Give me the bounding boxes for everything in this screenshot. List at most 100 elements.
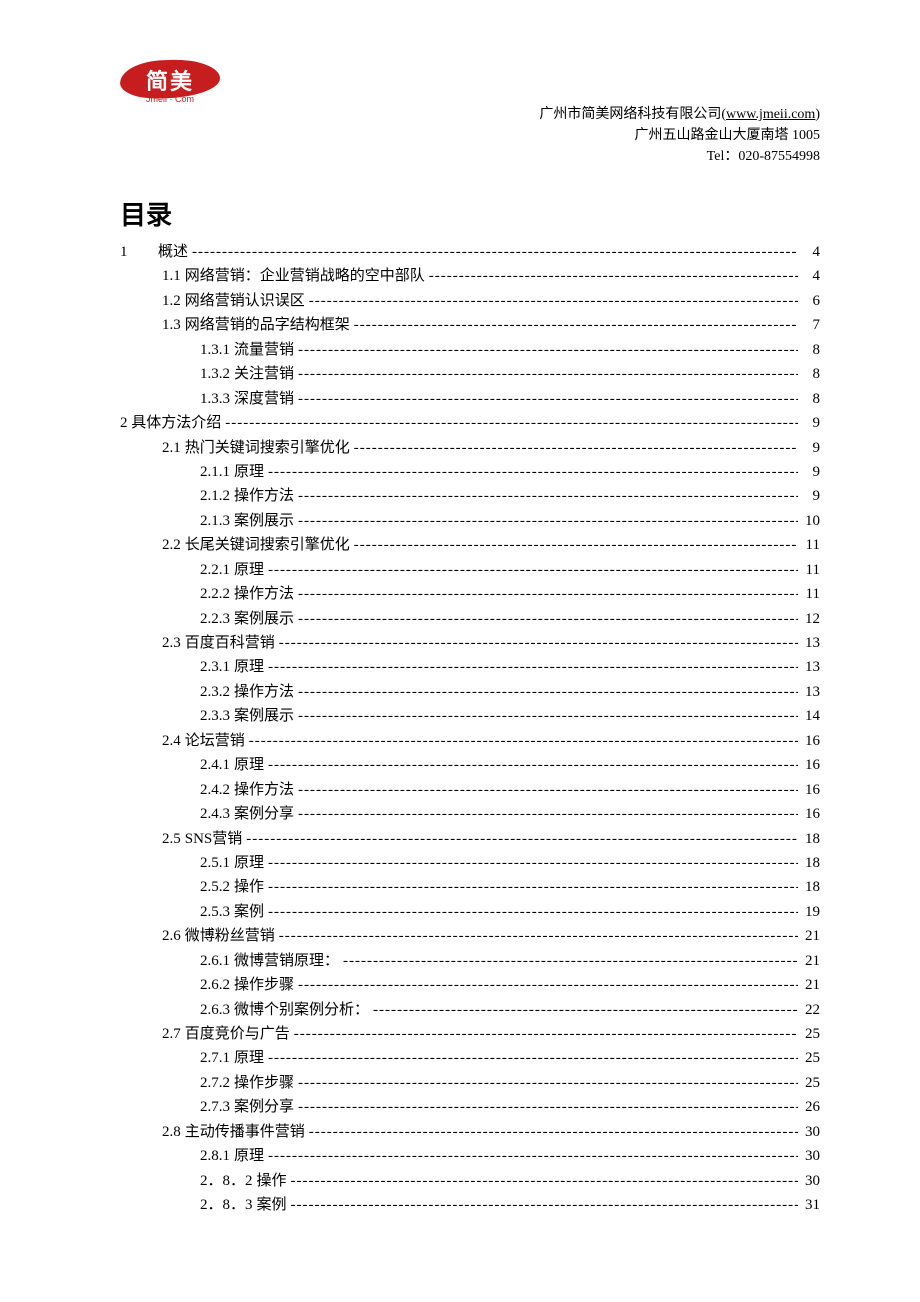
- toc-leader-dots: [249, 729, 798, 753]
- toc-entry-label: 操作方法: [234, 484, 294, 508]
- toc-entry-number: 1.3.3: [200, 387, 230, 411]
- toc-leader-dots: [279, 631, 798, 655]
- toc-entry-label: 案例分享: [234, 802, 294, 826]
- toc-entry[interactable]: 2 具体方法介绍9: [120, 411, 820, 435]
- toc-entry-number: 2.4: [162, 729, 181, 753]
- toc-entry-number: 2.8.1: [200, 1144, 230, 1168]
- toc-leader-dots: [298, 362, 798, 386]
- toc-leader-dots: [373, 998, 798, 1022]
- toc-entry[interactable]: 2.6.2操作步骤21: [120, 973, 820, 997]
- table-of-contents: 1概述41.1网络营销：企业营销战略的空中部队41.2网络营销认识误区61.3网…: [120, 240, 820, 1218]
- toc-entry[interactable]: 2.4.2操作方法16: [120, 778, 820, 802]
- toc-entry-label: 案例: [257, 1193, 287, 1217]
- toc-entry[interactable]: 2.6微博粉丝营销21: [120, 924, 820, 948]
- toc-entry[interactable]: 2.6.1微博营销原理： 21: [120, 949, 820, 973]
- toc-entry-page: 16: [802, 729, 820, 753]
- toc-entry-label: 论坛营销: [185, 729, 245, 753]
- company-url[interactable]: www.jmeii.com: [726, 107, 815, 122]
- toc-entry[interactable]: 2.5.1原理18: [120, 851, 820, 875]
- toc-entry-label: 微博营销原理：: [234, 949, 339, 973]
- toc-leader-dots: [294, 1022, 798, 1046]
- toc-entry[interactable]: 2.1.3案例展示10: [120, 509, 820, 533]
- company-name-end: ): [815, 107, 820, 122]
- company-logo: 简美 Jmeii · Com: [120, 60, 220, 108]
- toc-entry-label: 微博粉丝营销: [185, 924, 275, 948]
- toc-entry-number: 2.7.2: [200, 1071, 230, 1095]
- toc-entry-label: 流量营销: [234, 338, 294, 362]
- toc-entry[interactable]: 2.5SNS营销18: [120, 827, 820, 851]
- toc-entry-number: 2.6.3: [200, 998, 230, 1022]
- toc-entry[interactable]: 1.3网络营销的品字结构框架7: [120, 313, 820, 337]
- toc-entry[interactable]: 1.3.1流量营销8: [120, 338, 820, 362]
- toc-entry[interactable]: 1.3.2关注营销8: [120, 362, 820, 386]
- toc-entry[interactable]: 1概述4: [120, 240, 820, 264]
- toc-entry[interactable]: 2.1热门关键词搜索引擎优化9: [120, 436, 820, 460]
- toc-entry[interactable]: 2.7百度竞价与广告25: [120, 1022, 820, 1046]
- toc-entry-label: 操作: [234, 875, 264, 899]
- toc-entry-number: 2 具体方法介绍: [120, 411, 221, 435]
- toc-entry-page: 25: [802, 1071, 820, 1095]
- toc-entry[interactable]: 2.5.3案例19: [120, 900, 820, 924]
- toc-entry[interactable]: 1.2网络营销认识误区6: [120, 289, 820, 313]
- toc-entry[interactable]: 2.7.1原理25: [120, 1046, 820, 1070]
- toc-entry[interactable]: 2.3.2操作方法13: [120, 680, 820, 704]
- toc-entry-label: 案例展示: [234, 607, 294, 631]
- toc-entry[interactable]: 2.8主动传播事件营销30: [120, 1120, 820, 1144]
- toc-entry[interactable]: 2.1.1原理9: [120, 460, 820, 484]
- toc-entry[interactable]: 2.2长尾关键词搜索引擎优化11: [120, 533, 820, 557]
- toc-entry[interactable]: 2.2.3案例展示12: [120, 607, 820, 631]
- toc-entry-label: SNS营销: [185, 827, 243, 851]
- toc-entry[interactable]: 2.6.3微博个别案例分析：22: [120, 998, 820, 1022]
- toc-entry-page: 14: [802, 704, 820, 728]
- toc-entry-page: 19: [802, 900, 820, 924]
- toc-entry-label: 操作步骤: [234, 973, 294, 997]
- toc-entry-label: 操作步骤: [234, 1071, 294, 1095]
- toc-entry-page: 30: [802, 1144, 820, 1168]
- toc-entry[interactable]: 1.1网络营销：企业营销战略的空中部队4: [120, 264, 820, 288]
- toc-entry-page: 10: [802, 509, 820, 533]
- toc-leader-dots: [298, 607, 798, 631]
- toc-entry[interactable]: 2.7.3案例分享26: [120, 1095, 820, 1119]
- toc-entry[interactable]: 1.3.3深度营销8: [120, 387, 820, 411]
- toc-entry[interactable]: 2.8.1原理30: [120, 1144, 820, 1168]
- toc-entry-page: 8: [802, 338, 820, 362]
- toc-entry-page: 11: [802, 582, 820, 606]
- toc-entry[interactable]: 2.3.1原理13: [120, 655, 820, 679]
- toc-entry[interactable]: 2.4.3案例分享16: [120, 802, 820, 826]
- toc-entry-label: 操作方法: [234, 778, 294, 802]
- toc-entry-label: 操作方法: [234, 680, 294, 704]
- toc-entry[interactable]: 2.3百度百科营销13: [120, 631, 820, 655]
- toc-leader-dots: [268, 753, 798, 777]
- toc-entry-page: 18: [802, 851, 820, 875]
- toc-entry-label: 网络营销：企业营销战略的空中部队: [185, 264, 425, 288]
- toc-leader-dots: [298, 802, 798, 826]
- toc-entry-page: 7: [802, 313, 820, 337]
- toc-entry-label: 网络营销的品字结构框架: [185, 313, 350, 337]
- toc-entry-label: 原理: [234, 1046, 264, 1070]
- toc-entry-number: 2.6.1: [200, 949, 230, 973]
- toc-entry-number: 2.6.2: [200, 973, 230, 997]
- toc-entry-number: 2.4.3: [200, 802, 230, 826]
- toc-entry[interactable]: 2.4.1原理16: [120, 753, 820, 777]
- toc-entry[interactable]: 2.3.3案例展示14: [120, 704, 820, 728]
- toc-entry[interactable]: 2.5.2操作18: [120, 875, 820, 899]
- toc-entry-page: 13: [802, 631, 820, 655]
- toc-entry[interactable]: 2.2.1原理11: [120, 558, 820, 582]
- toc-leader-dots: [291, 1169, 798, 1193]
- toc-entry-number: 2.5.2: [200, 875, 230, 899]
- toc-entry-page: 21: [802, 949, 820, 973]
- toc-entry[interactable]: 2.1.2操作方法9: [120, 484, 820, 508]
- toc-entry-page: 30: [802, 1169, 820, 1193]
- toc-entry[interactable]: 2.7.2操作步骤 25: [120, 1071, 820, 1095]
- toc-entry[interactable]: 2．8．3案例31: [120, 1193, 820, 1217]
- toc-entry[interactable]: 2.2.2操作方法11: [120, 582, 820, 606]
- company-address: 广州五山路金山大厦南塔 1005: [539, 125, 820, 146]
- toc-entry-label: 原理: [234, 753, 264, 777]
- toc-entry-label: 概述: [158, 240, 188, 264]
- page-header: 简美 Jmeii · Com 广州市简美网络科技有限公司(www.jmeii.c…: [120, 60, 820, 167]
- toc-entry-number: 2.1.1: [200, 460, 230, 484]
- toc-entry[interactable]: 2．8．2操作30: [120, 1169, 820, 1193]
- toc-entry-page: 12: [802, 607, 820, 631]
- toc-entry[interactable]: 2.4论坛营销 16: [120, 729, 820, 753]
- toc-entry-label: 案例展示: [234, 509, 294, 533]
